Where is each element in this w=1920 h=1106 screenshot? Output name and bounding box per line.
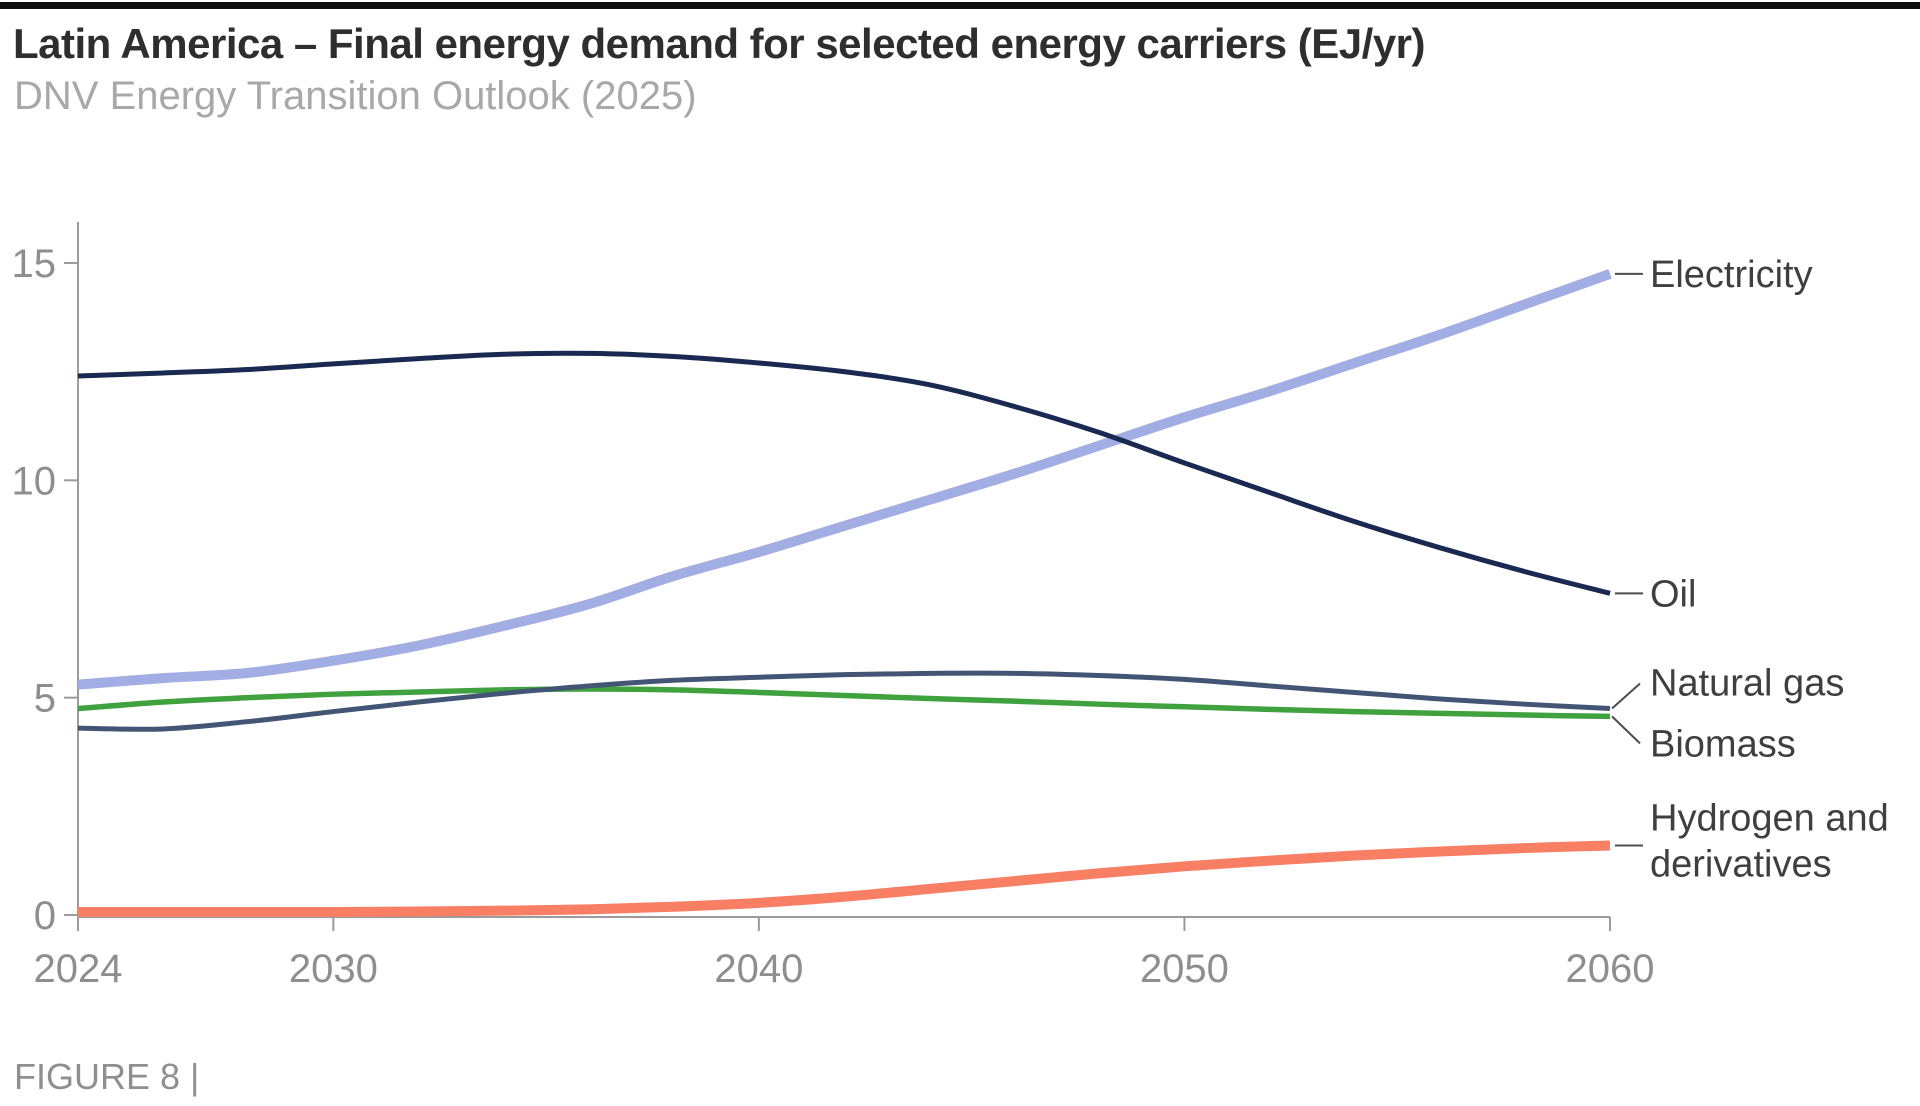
series-label-hydrogen-and-derivatives: Hydrogen and — [1650, 797, 1889, 839]
chart-subtitle: DNV Energy Transition Outlook (2025) — [14, 74, 697, 118]
series-label-natural-gas: Natural gas — [1650, 663, 1844, 705]
x-tick-label: 2050 — [1140, 947, 1229, 991]
series-label-hydrogen-and-derivatives-line2: derivatives — [1650, 843, 1832, 885]
top-accent-bar — [0, 2, 1920, 9]
figure-caption: FIGURE 8 | — [14, 1056, 200, 1097]
y-tick-label: 0 — [34, 894, 56, 938]
y-tick-label: 10 — [12, 459, 57, 503]
x-tick-label: 2040 — [714, 947, 803, 991]
y-tick-label: 5 — [34, 677, 56, 721]
series-line-hydrogen-and-derivatives — [77, 840, 1611, 917]
y-tick-label: 15 — [12, 242, 57, 286]
series-line-oil — [77, 350, 1611, 596]
x-tick-label: 2030 — [289, 947, 378, 991]
x-tick-label: 2024 — [34, 947, 123, 991]
series-line-natural-gas — [77, 670, 1611, 732]
label-connector-biomass — [1611, 715, 1641, 745]
series-label-oil: Oil — [1650, 573, 1696, 615]
x-tick-label: 2060 — [1566, 947, 1655, 991]
series-label-electricity: Electricity — [1650, 254, 1813, 296]
chart-title: Latin America – Final energy demand for … — [13, 20, 1426, 67]
series-line-electricity — [77, 269, 1612, 690]
series-line-biomass — [77, 686, 1611, 720]
label-connector-natural-gas — [1611, 682, 1641, 710]
series-label-biomass: Biomass — [1650, 723, 1796, 765]
